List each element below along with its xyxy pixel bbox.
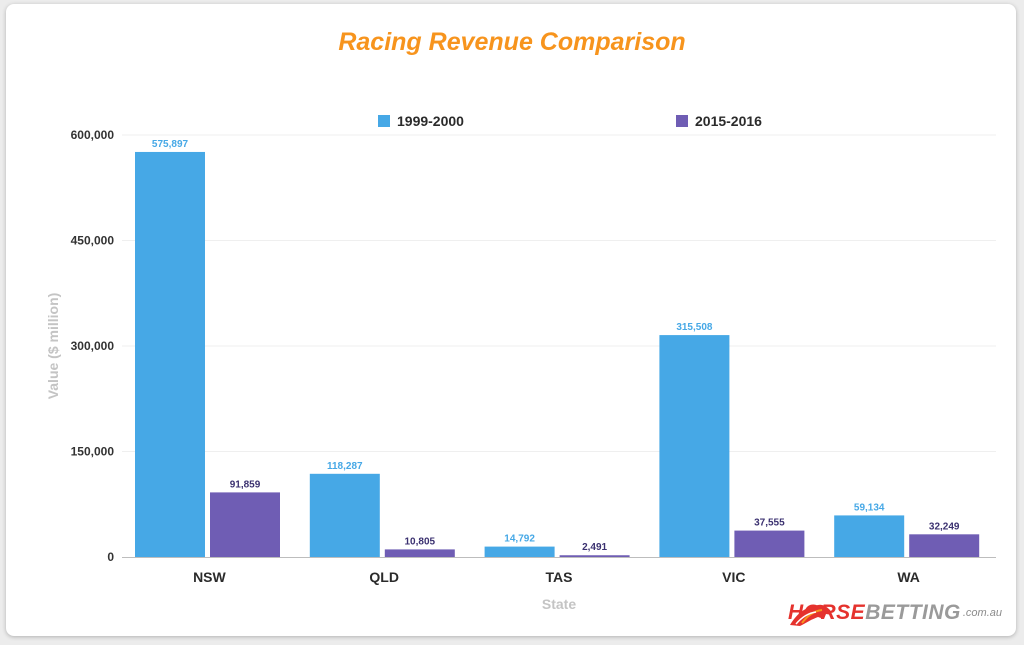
- legend-label: 1999-2000: [397, 113, 464, 129]
- bar-value-label: 14,792: [504, 534, 535, 545]
- legend-swatch: [378, 115, 390, 127]
- chart-title: Racing Revenue Comparison: [338, 28, 686, 56]
- y-tick-label: 300,000: [71, 339, 115, 353]
- y-tick-label: 0: [107, 550, 114, 564]
- x-tick-label: NSW: [193, 569, 226, 585]
- bar[interactable]: [309, 473, 380, 557]
- legend[interactable]: 1999-2000 2015-2016: [378, 113, 762, 129]
- bar-value-label: 118,287: [327, 461, 363, 472]
- bar-value-label: 59,134: [854, 502, 885, 513]
- legend-label: 2015-2016: [695, 113, 762, 129]
- y-tick-label: 150,000: [71, 445, 115, 459]
- bar[interactable]: [734, 530, 805, 557]
- brand-logo[interactable]: HORSEBETTING .com.au: [788, 601, 1002, 626]
- bar[interactable]: [834, 515, 905, 557]
- brand-name-part2: BETTING: [865, 601, 961, 624]
- x-axis-label: State: [542, 596, 576, 612]
- y-tick-label: 600,000: [71, 128, 115, 142]
- bar-value-label: 91,859: [230, 479, 261, 490]
- legend-item[interactable]: 1999-2000: [378, 113, 464, 129]
- y-tick-label: 450,000: [71, 234, 115, 248]
- bar-value-label: 315,508: [676, 322, 713, 333]
- bar-value-label: 10,805: [405, 536, 436, 547]
- bar[interactable]: [559, 555, 630, 557]
- horse-head-icon: [790, 604, 832, 626]
- bar[interactable]: [384, 549, 455, 557]
- x-tick-label: WA: [897, 569, 920, 585]
- x-tick-label: QLD: [369, 569, 399, 585]
- bar-value-label: 32,249: [929, 521, 960, 532]
- grid-lines: [122, 134, 996, 452]
- y-axis-ticks: 0 150,000 300,000 450,000 600,000: [71, 128, 115, 564]
- x-tick-label: VIC: [722, 569, 745, 585]
- x-axis-ticks: NSW QLD TAS VIC WA: [193, 569, 920, 585]
- bar-value-label: 37,555: [754, 518, 785, 529]
- bar[interactable]: [909, 534, 980, 557]
- legend-swatch: [676, 115, 688, 127]
- bar[interactable]: [210, 492, 280, 557]
- bars: 575,897 91,859 118,287 10,805 14,792 2,491 315…: [135, 139, 980, 557]
- bar-value-label: 2,491: [582, 542, 607, 553]
- bar-value-label: 575,897: [152, 139, 189, 150]
- bar[interactable]: [135, 151, 205, 557]
- brand-tld: .com.au: [962, 607, 1002, 619]
- legend-item[interactable]: 2015-2016: [676, 113, 762, 129]
- bar[interactable]: [484, 546, 555, 557]
- x-tick-label: TAS: [546, 569, 573, 585]
- bar[interactable]: [659, 335, 730, 557]
- y-axis-label: Value ($ million): [45, 293, 61, 400]
